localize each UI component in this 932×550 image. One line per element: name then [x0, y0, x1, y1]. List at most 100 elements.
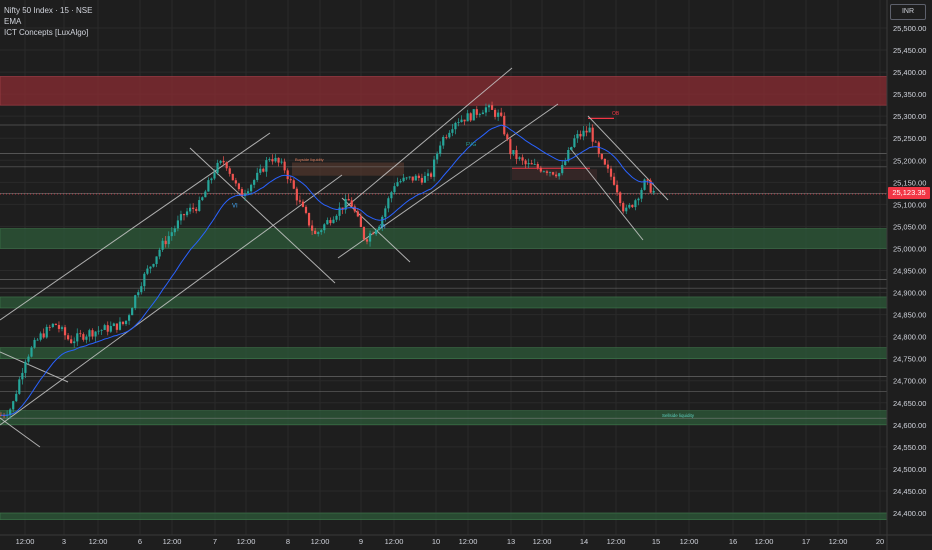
trendline [587, 115, 669, 201]
y-tick-label: 24,950.00 [893, 267, 926, 276]
candle [576, 133, 579, 139]
vi-label-2: VI [380, 225, 386, 231]
x-tick-label: 7 [213, 537, 217, 546]
candle [652, 190, 655, 193]
candle [146, 268, 149, 274]
y-tick-label: 25,100.00 [893, 200, 926, 209]
candle [506, 134, 509, 140]
candle [88, 330, 91, 337]
annotations: OB FVG VI VI Sellside liquidity Buyside liqui… [232, 111, 695, 418]
candle [527, 163, 530, 165]
candle [570, 146, 573, 151]
candle [588, 127, 591, 133]
candle [433, 159, 436, 177]
candle [326, 220, 329, 225]
candle [320, 230, 323, 233]
supply-zone [0, 76, 888, 106]
candle [597, 142, 600, 154]
indicator-ict[interactable]: ICT Concepts [LuxAlgo] [4, 28, 89, 37]
trendline [0, 174, 343, 426]
x-axis: 12:00 3 12:00 6 12:00 7 12:00 8 12:00 9 12:00 10 12:… [0, 534, 932, 546]
candle [85, 336, 88, 340]
candle [262, 168, 265, 172]
candle [57, 324, 61, 329]
candle [198, 200, 201, 211]
indicator-ema[interactable]: EMA [4, 17, 22, 26]
currency-button[interactable]: INR [890, 4, 926, 20]
candle [54, 323, 57, 325]
x-tick-label: 13 [507, 537, 515, 546]
candle [240, 189, 244, 197]
candle [164, 240, 167, 245]
y-tick-label: 24,500.00 [893, 465, 926, 474]
x-tick-label: 12:00 [311, 537, 330, 546]
y-tick-label: 25,350.00 [893, 90, 926, 99]
candle [207, 180, 210, 192]
x-tick-label: 12:00 [829, 537, 848, 546]
candle [445, 136, 448, 138]
candle [143, 273, 146, 287]
candle [112, 323, 115, 327]
buyside-liquidity-box [292, 162, 404, 176]
candle [637, 198, 640, 201]
candle [365, 239, 369, 242]
candle [124, 320, 128, 325]
candle [323, 224, 326, 231]
candle [45, 326, 48, 338]
trendline [337, 103, 559, 259]
x-tick-label: 3 [62, 537, 66, 546]
candle [234, 180, 237, 184]
candle [466, 113, 469, 122]
trendline [0, 351, 69, 383]
y-tick-label: 24,650.00 [893, 399, 926, 408]
candle [91, 330, 94, 337]
candle [298, 200, 301, 202]
vi-label: VI [232, 203, 238, 209]
ema-line [1, 124, 654, 416]
y-tick-label: 25,250.00 [893, 134, 926, 143]
x-tick-label: 15 [652, 537, 660, 546]
candle [155, 256, 158, 264]
x-tick-label: 8 [286, 537, 290, 546]
candle [182, 214, 186, 216]
candle [393, 186, 396, 193]
candle [228, 168, 231, 174]
candle [219, 160, 222, 163]
candle [426, 173, 430, 176]
candle [27, 356, 30, 362]
candle [509, 139, 512, 155]
y-tick-label: 24,400.00 [893, 509, 926, 518]
candle [451, 129, 454, 133]
candle [94, 331, 97, 337]
symbol-title[interactable]: Nifty 50 Index · 15 · NSE [4, 6, 93, 15]
candle [106, 325, 109, 332]
x-tick-label: 20 [876, 537, 884, 546]
candle [179, 214, 183, 221]
candle [274, 157, 277, 162]
candle [60, 327, 64, 329]
candle [213, 172, 216, 179]
candle [73, 341, 76, 344]
buyside-liquidity-label: Buyside liquidity [295, 157, 324, 162]
candle [189, 207, 192, 212]
candle [18, 379, 21, 394]
demand-zone [0, 347, 888, 359]
candle [579, 133, 582, 137]
candle [518, 157, 521, 159]
candle [250, 184, 253, 192]
x-tick-label: 12:00 [459, 537, 478, 546]
candle [564, 161, 567, 166]
candle [201, 197, 204, 201]
candle [33, 339, 36, 348]
candle [176, 220, 179, 229]
candle [619, 192, 622, 204]
candle [67, 335, 70, 340]
ob-label: OB [612, 111, 620, 117]
candle [51, 323, 54, 327]
candle [304, 206, 308, 213]
candle [210, 178, 213, 181]
candle [158, 249, 161, 257]
candle [314, 230, 317, 234]
candle [484, 107, 488, 113]
